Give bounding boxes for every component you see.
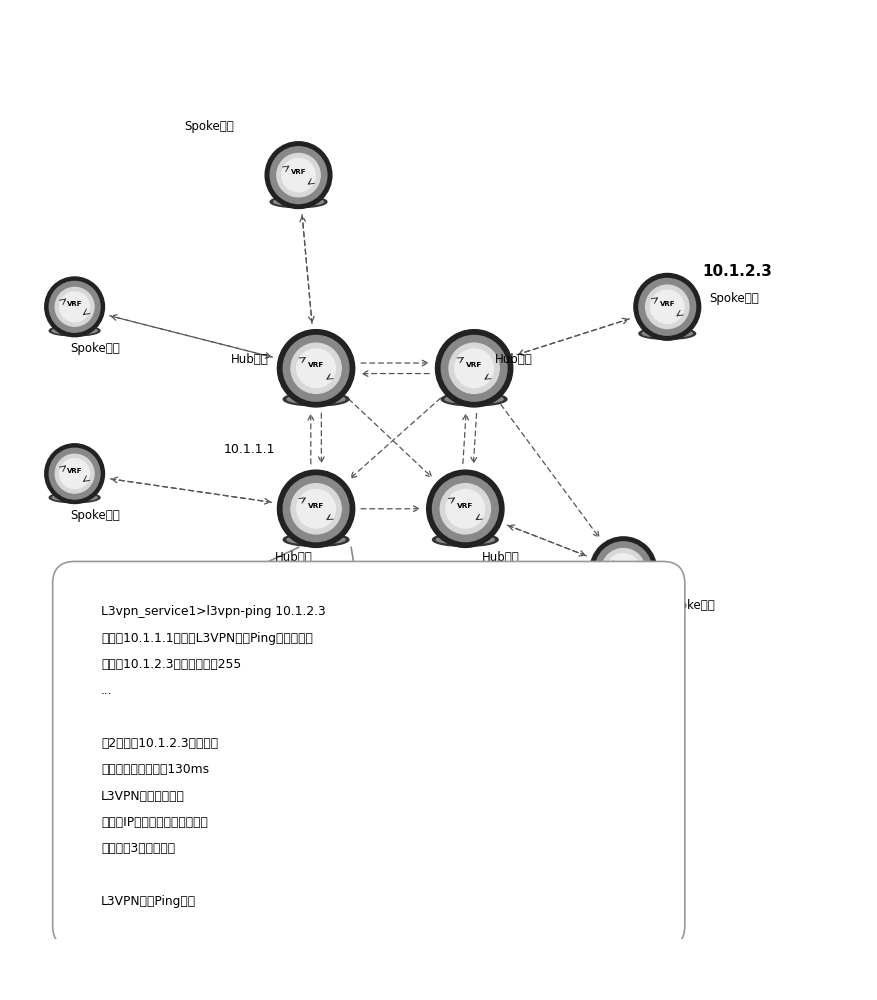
Circle shape xyxy=(448,343,499,393)
Text: VRF: VRF xyxy=(308,362,324,368)
Ellipse shape xyxy=(53,494,97,501)
Ellipse shape xyxy=(595,591,651,603)
Circle shape xyxy=(290,343,341,393)
Circle shape xyxy=(283,335,348,401)
Text: 10.1.1.1: 10.1.1.1 xyxy=(224,443,275,456)
Circle shape xyxy=(265,142,332,209)
Text: 为每个IP路由分配一个业务标签: 为每个IP路由分配一个业务标签 xyxy=(101,816,208,829)
Text: Spoke站点: Spoke站点 xyxy=(70,509,120,522)
Text: Spoke站点: Spoke站点 xyxy=(70,342,120,355)
Circle shape xyxy=(55,454,94,493)
Circle shape xyxy=(290,484,341,534)
Text: Hub站点: Hub站点 xyxy=(232,353,268,366)
Circle shape xyxy=(435,330,512,407)
Text: 在节点10.1.1.1上发起L3VPN业务Ping请求，目标: 在节点10.1.1.1上发起L3VPN业务Ping请求，目标 xyxy=(101,632,312,645)
Circle shape xyxy=(49,281,100,332)
Ellipse shape xyxy=(283,392,348,406)
Circle shape xyxy=(601,549,645,592)
Circle shape xyxy=(638,278,695,335)
Circle shape xyxy=(446,489,484,528)
Text: 10.1.2.3: 10.1.2.3 xyxy=(702,264,772,279)
Circle shape xyxy=(45,277,104,337)
FancyBboxPatch shape xyxy=(53,561,684,948)
Text: L3vpn_service1>l3vpn-ping 10.1.2.3: L3vpn_service1>l3vpn-ping 10.1.2.3 xyxy=(101,605,325,618)
Circle shape xyxy=(55,287,94,326)
Circle shape xyxy=(426,470,503,547)
Text: L3VPN业务实体正常: L3VPN业务实体正常 xyxy=(101,790,185,803)
Circle shape xyxy=(633,273,700,340)
Text: Spoke站点: Spoke站点 xyxy=(709,292,759,305)
Circle shape xyxy=(296,349,335,388)
Circle shape xyxy=(296,489,335,528)
Text: Hub站点: Hub站点 xyxy=(481,551,518,564)
Text: VRF: VRF xyxy=(67,468,82,474)
Ellipse shape xyxy=(597,593,647,601)
Circle shape xyxy=(277,330,354,407)
Text: Hub站点: Hub站点 xyxy=(495,353,531,366)
Circle shape xyxy=(45,444,104,504)
Ellipse shape xyxy=(49,492,100,503)
Ellipse shape xyxy=(642,330,692,337)
Text: L3VPN业务Ping完成: L3VPN业务Ping完成 xyxy=(101,895,196,908)
Ellipse shape xyxy=(445,395,503,403)
Text: 总共分配3个业务标签: 总共分配3个业务标签 xyxy=(101,842,175,855)
Ellipse shape xyxy=(270,196,326,208)
Circle shape xyxy=(60,459,89,489)
Ellipse shape xyxy=(274,198,324,206)
Circle shape xyxy=(589,537,656,604)
Circle shape xyxy=(650,290,683,324)
Circle shape xyxy=(439,484,490,534)
Circle shape xyxy=(645,285,688,329)
Ellipse shape xyxy=(441,392,506,406)
Text: VRF: VRF xyxy=(615,565,631,571)
Text: VRF: VRF xyxy=(659,301,674,307)
Circle shape xyxy=(60,292,89,322)
Text: VRF: VRF xyxy=(466,362,481,368)
Circle shape xyxy=(277,470,354,547)
Ellipse shape xyxy=(287,395,345,403)
Circle shape xyxy=(454,349,493,388)
Circle shape xyxy=(595,542,651,599)
Circle shape xyxy=(270,147,326,203)
Text: Spoke站点: Spoke站点 xyxy=(184,120,234,133)
Circle shape xyxy=(432,476,497,542)
Text: Spoke站点: Spoke站点 xyxy=(665,599,715,612)
Ellipse shape xyxy=(432,533,497,546)
Ellipse shape xyxy=(638,328,695,339)
Text: VRF: VRF xyxy=(67,301,82,307)
Circle shape xyxy=(276,153,320,197)
Text: 节点为10.1.2.3，最大跳数为255: 节点为10.1.2.3，最大跳数为255 xyxy=(101,658,241,671)
Circle shape xyxy=(282,158,315,192)
Circle shape xyxy=(283,476,348,542)
Circle shape xyxy=(441,335,506,401)
Text: VRF: VRF xyxy=(457,503,473,509)
Ellipse shape xyxy=(53,327,97,334)
Text: 有2个来自10.1.2.3的应答：: 有2个来自10.1.2.3的应答： xyxy=(101,737,217,750)
Text: VRF: VRF xyxy=(308,503,324,509)
Text: 平均单次行驶时间：130ms: 平均单次行驶时间：130ms xyxy=(101,763,209,776)
Text: VRF: VRF xyxy=(290,169,306,175)
Ellipse shape xyxy=(436,535,494,544)
Circle shape xyxy=(606,554,639,587)
Text: Hub站点: Hub站点 xyxy=(275,551,312,564)
Circle shape xyxy=(49,448,100,499)
Text: ...: ... xyxy=(101,684,112,697)
Ellipse shape xyxy=(49,325,100,336)
Ellipse shape xyxy=(287,535,345,544)
Ellipse shape xyxy=(283,533,348,546)
